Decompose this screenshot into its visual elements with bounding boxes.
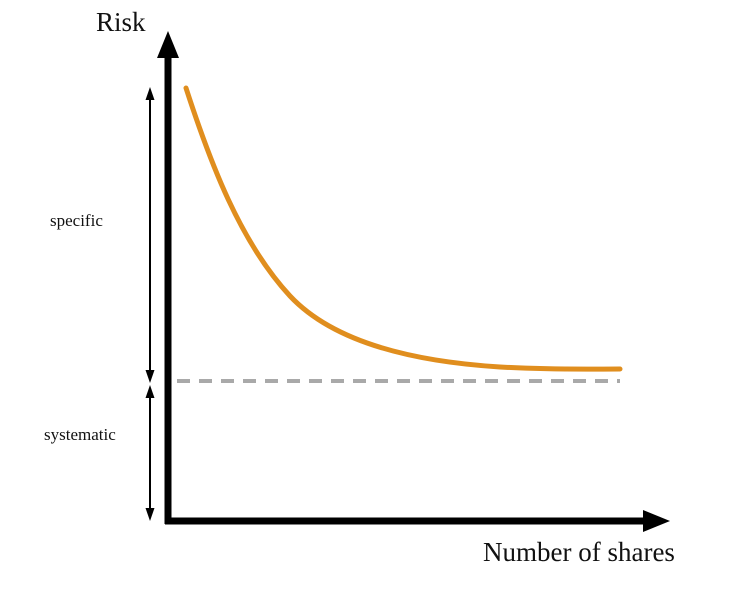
x-axis-arrowhead-icon bbox=[643, 510, 670, 532]
total-risk-curve bbox=[183, 85, 623, 372]
specific-arrow-up-head-icon bbox=[145, 87, 155, 100]
y-axis-arrowhead-icon bbox=[157, 31, 179, 58]
y-axis-label: Risk bbox=[96, 7, 146, 37]
systematic-risk-span-arrow bbox=[145, 385, 155, 521]
specific-arrow-down-head-icon bbox=[145, 370, 155, 383]
systematic-arrow-up-head-icon bbox=[145, 385, 155, 398]
systematic-risk-label: systematic bbox=[44, 425, 116, 444]
specific-risk-span-arrow bbox=[145, 87, 155, 383]
specific-risk-label: specific bbox=[50, 211, 103, 230]
x-axis-label: Number of shares bbox=[483, 537, 675, 567]
systematic-arrow-down-head-icon bbox=[145, 508, 155, 521]
